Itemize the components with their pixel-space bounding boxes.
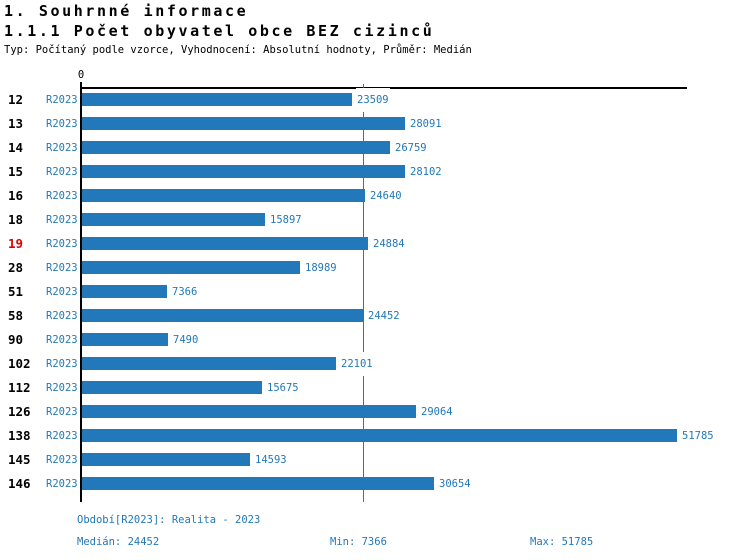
- category-label: 51: [8, 284, 24, 299]
- category-label: 58: [8, 308, 24, 323]
- series-label: R2023: [46, 334, 78, 346]
- category-label: 146: [8, 476, 31, 491]
- page-title: 1. Souhrnné informace: [4, 2, 249, 20]
- value-label: 15897: [269, 208, 303, 232]
- category-label: 145: [8, 452, 31, 467]
- series-label: R2023: [46, 190, 78, 202]
- chart-row: 13 R2023 28091: [0, 112, 750, 136]
- category-label: 138: [8, 428, 31, 443]
- bar: [82, 93, 352, 106]
- series-label: R2023: [46, 454, 78, 466]
- category-label: 14: [8, 140, 24, 155]
- series-label: R2023: [46, 382, 78, 394]
- chart-row: 102 R2023 22101: [0, 352, 750, 376]
- value-label: 22101: [340, 352, 374, 376]
- chart-row: 146 R2023 30654: [0, 472, 750, 496]
- bar: [82, 165, 405, 178]
- category-label: 102: [8, 356, 31, 371]
- category-axis-line: [80, 87, 82, 502]
- value-label: 29064: [420, 400, 454, 424]
- series-label: R2023: [46, 310, 78, 322]
- series-label: R2023: [46, 166, 78, 178]
- bar: [82, 309, 363, 322]
- chart-row: 28 R2023 18989: [0, 256, 750, 280]
- bar: [82, 333, 168, 346]
- category-label: 126: [8, 404, 31, 419]
- bar: [82, 477, 434, 490]
- footer-period: Období[R2023]: Realita - 2023: [77, 514, 261, 526]
- category-label: 16: [8, 188, 24, 203]
- series-label: R2023: [46, 214, 78, 226]
- value-label: 7490: [172, 328, 200, 352]
- chart-row: 19 R2023 24884: [0, 232, 750, 256]
- value-label: 23509: [356, 88, 390, 112]
- value-label: 24452: [367, 304, 401, 328]
- axis-zero-tick: [80, 82, 82, 88]
- series-label: R2023: [46, 358, 78, 370]
- value-label: 26759: [394, 136, 428, 160]
- bar: [82, 261, 300, 274]
- chart-row: 138 R2023 51785: [0, 424, 750, 448]
- chart-row: 18 R2023 15897: [0, 208, 750, 232]
- value-label: 14593: [254, 448, 288, 472]
- series-label: R2023: [46, 238, 78, 250]
- category-label: 18: [8, 212, 24, 227]
- chart-row: 145 R2023 14593: [0, 448, 750, 472]
- series-label: R2023: [46, 94, 78, 106]
- category-label: 28: [8, 260, 24, 275]
- value-label: 51785: [681, 424, 715, 448]
- series-label: R2023: [46, 406, 78, 418]
- footer-min: Min: 7366: [330, 536, 387, 548]
- footer-max: Max: 51785: [530, 536, 594, 548]
- bar: [82, 117, 405, 130]
- chart-row: 12 R2023 23509: [0, 88, 750, 112]
- chart-description: Typ: Počítaný podle vzorce, Vyhodnocení:…: [4, 44, 472, 56]
- chart-row: 14 R2023 26759: [0, 136, 750, 160]
- chart-row: 112 R2023 15675: [0, 376, 750, 400]
- category-label: 19: [8, 236, 24, 251]
- chart-title: 1.1.1 Počet obyvatel obce BEZ cizinců: [4, 22, 435, 40]
- category-label: 90: [8, 332, 24, 347]
- value-label: 24640: [369, 184, 403, 208]
- series-label: R2023: [46, 286, 78, 298]
- footer-median: Medián: 24452: [77, 536, 160, 548]
- bar: [82, 357, 336, 370]
- bar: [82, 453, 250, 466]
- series-label: R2023: [46, 478, 78, 490]
- chart-row: 58 R2023 24452: [0, 304, 750, 328]
- chart-row: 90 R2023 7490: [0, 328, 750, 352]
- series-label: R2023: [46, 430, 78, 442]
- series-label: R2023: [46, 262, 78, 274]
- category-label: 12: [8, 92, 24, 107]
- chart-row: 51 R2023 7366: [0, 280, 750, 304]
- category-label: 15: [8, 164, 24, 179]
- value-label: 28102: [409, 160, 443, 184]
- series-label: R2023: [46, 142, 78, 154]
- series-label: R2023: [46, 118, 78, 130]
- chart-row: 15 R2023 28102: [0, 160, 750, 184]
- bar: [82, 381, 262, 394]
- bar: [82, 285, 167, 298]
- category-label: 13: [8, 116, 24, 131]
- chart-row: 126 R2023 29064: [0, 400, 750, 424]
- bar: [82, 429, 677, 442]
- axis-origin-label: 0: [77, 69, 85, 81]
- value-label: 30654: [438, 472, 472, 496]
- bar: [82, 189, 365, 202]
- chart-row: 16 R2023 24640: [0, 184, 750, 208]
- value-label: 7366: [171, 280, 199, 304]
- median-reference-line: [363, 84, 364, 502]
- bar: [82, 405, 416, 418]
- value-label: 15675: [266, 376, 300, 400]
- value-label: 24884: [372, 232, 406, 256]
- bar: [82, 237, 368, 250]
- category-label: 112: [8, 380, 31, 395]
- bar: [82, 141, 390, 154]
- bar: [82, 213, 265, 226]
- value-label: 18989: [304, 256, 338, 280]
- value-label: 28091: [409, 112, 443, 136]
